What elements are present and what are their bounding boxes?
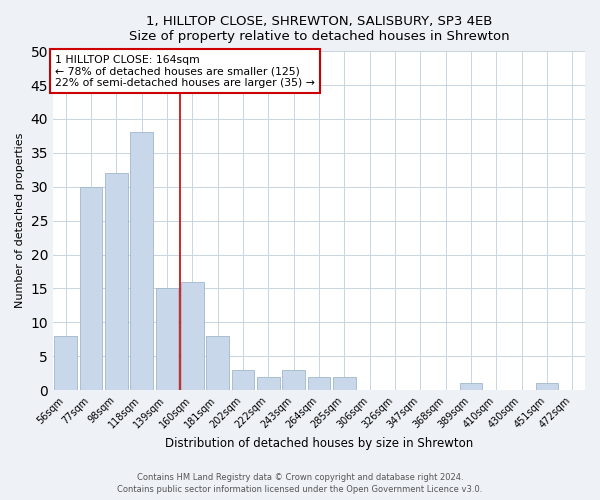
Bar (206, 336, 229, 390)
Text: Contains HM Land Registry data © Crown copyright and database right 2024.
Contai: Contains HM Land Registry data © Crown c… (118, 473, 482, 494)
Bar (55, 336, 77, 390)
Bar (536, 384, 559, 390)
Bar (80, 186, 103, 390)
Bar (282, 370, 305, 390)
Bar (181, 282, 204, 390)
Bar (155, 288, 178, 390)
X-axis label: Distribution of detached houses by size in Shrewton: Distribution of detached houses by size … (165, 437, 473, 450)
Title: 1, HILLTOP CLOSE, SHREWTON, SALISBURY, SP3 4EB
Size of property relative to deta: 1, HILLTOP CLOSE, SHREWTON, SALISBURY, S… (129, 15, 509, 43)
Text: 1 HILLTOP CLOSE: 164sqm
← 78% of detached houses are smaller (125)
22% of semi-d: 1 HILLTOP CLOSE: 164sqm ← 78% of detache… (55, 54, 315, 88)
Bar (308, 376, 331, 390)
Bar (105, 173, 128, 390)
Bar (232, 370, 254, 390)
Bar (460, 384, 482, 390)
Bar (333, 376, 356, 390)
Bar (130, 132, 153, 390)
Bar (257, 376, 280, 390)
Y-axis label: Number of detached properties: Number of detached properties (15, 133, 25, 308)
